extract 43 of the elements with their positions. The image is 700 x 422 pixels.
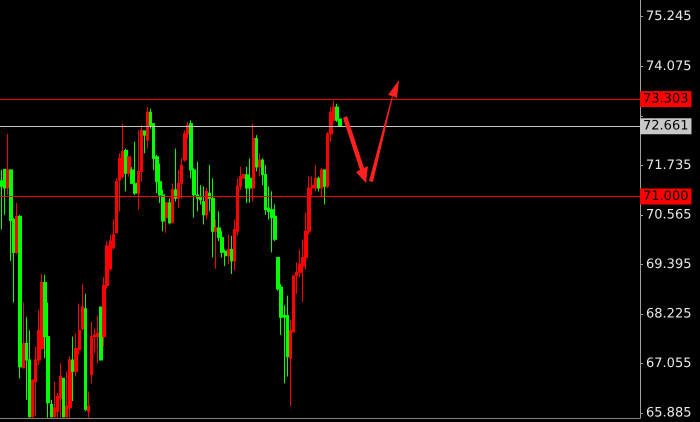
candlestick <box>174 148 177 202</box>
y-tick-label: 71.735 <box>646 158 692 173</box>
candlestick <box>68 356 72 418</box>
candlestick <box>202 186 205 225</box>
y-tick-label: 70.565 <box>646 207 692 222</box>
candlestick <box>90 321 93 384</box>
y-tick-label: 74.075 <box>646 58 692 74</box>
candlestick <box>84 293 87 412</box>
candlestick <box>146 106 149 150</box>
candlestick <box>317 176 320 192</box>
candlestick <box>230 235 233 275</box>
candlestick <box>96 315 100 364</box>
candlestick <box>168 198 171 225</box>
candlestick <box>214 218 218 270</box>
y-tick-label: 65.885 <box>646 406 692 421</box>
candlestick <box>0 169 3 230</box>
candlestick <box>143 130 146 154</box>
y-tick-label: 69.395 <box>646 256 692 272</box>
ref-line-label: 73.303 <box>643 92 688 107</box>
candlestick <box>62 378 65 418</box>
candlestick <box>59 362 62 418</box>
candlestick <box>124 148 128 192</box>
candlestick <box>165 201 168 234</box>
y-tick-label: 75.245 <box>646 9 692 24</box>
ref-line-label: 72.661 <box>643 118 688 134</box>
candlestick <box>258 152 261 178</box>
y-tick-label: 68.225 <box>646 306 692 322</box>
candlestick <box>248 158 252 204</box>
candlestick <box>335 103 339 122</box>
candlestick <box>53 381 56 418</box>
ref-line-label: 71.000 <box>643 189 688 204</box>
candlestick <box>133 141 137 196</box>
candlestick <box>323 169 326 206</box>
candlestick <box>255 134 258 172</box>
candlestick <box>18 214 22 379</box>
candlestick <box>127 156 131 178</box>
candlestick <box>71 336 75 402</box>
candlestick <box>270 190 274 253</box>
candlestick <box>227 234 230 265</box>
candlestick <box>87 390 90 418</box>
candlestick <box>22 302 25 369</box>
y-tick-label: 67.055 <box>646 356 692 372</box>
candlestick <box>314 164 317 192</box>
